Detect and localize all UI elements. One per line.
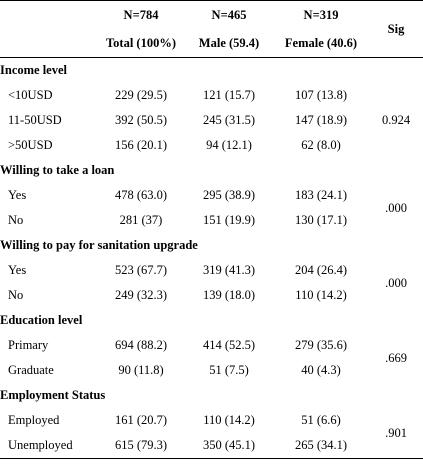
cell-total: 249 (32.3): [114, 288, 168, 302]
cell-total: 478 (63.0): [114, 188, 168, 202]
group-header-row: Willing to pay for sanitation upgrade: [0, 233, 423, 258]
table-row: No 249 (32.3) 139 (18.0) 110 (14.2): [0, 283, 423, 308]
cell-total: 694 (88.2): [114, 338, 168, 352]
header-n-male: N=465: [185, 0, 273, 30]
cell-total: 90 (11.8): [118, 363, 164, 377]
cell-total: 281 (37): [119, 213, 163, 227]
row-label: Yes: [8, 263, 27, 277]
group-header-row: Employment Status: [0, 383, 423, 408]
cell-male: 139 (18.0): [202, 288, 256, 302]
group-sig-spacer: [369, 233, 423, 258]
cell-male: 414 (52.5): [202, 338, 256, 352]
cell-total: 161 (20.7): [114, 413, 168, 427]
group-header-row: Willing to take a loan: [0, 158, 423, 183]
group-title: Willing to pay for sanitation upgrade: [0, 238, 198, 252]
cell-male: 110 (14.2): [203, 413, 255, 427]
cell-male: 151 (19.9): [202, 213, 256, 227]
cell-female: 265 (34.1): [273, 433, 369, 459]
cell-sig: .000: [385, 200, 407, 215]
row-label: Unemployed: [0, 433, 97, 459]
cell-female: 183 (24.1): [294, 188, 348, 202]
table-row: Yes 478 (63.0) 295 (38.9) 183 (24.1) .00…: [0, 183, 423, 215]
cell-total: 615 (79.3): [97, 433, 185, 459]
group-sig-spacer: [369, 308, 423, 333]
row-label: <10USD: [8, 88, 53, 102]
row-label: No: [8, 213, 24, 227]
cell-male: 121 (15.7): [202, 88, 256, 102]
cell-male: 350 (45.1): [185, 433, 273, 459]
cell-female: 204 (26.4): [294, 263, 348, 277]
cell-sig: 0.924: [381, 113, 411, 127]
header-col-male: Male (59.4): [185, 30, 273, 58]
header-empty-cell: [0, 0, 97, 30]
cell-female: 107 (13.8): [294, 88, 348, 102]
table-row: Primary 694 (88.2) 414 (52.5) 279 (35.6)…: [0, 333, 423, 365]
table-row: <10USD 229 (29.5) 121 (15.7) 107 (13.8) …: [0, 83, 423, 127]
cell-female: 110 (14.2): [295, 288, 347, 302]
group-sig-spacer: [369, 58, 423, 84]
header-n-total: N=784: [97, 0, 185, 30]
table-row: Unemployed 615 (79.3) 350 (45.1) 265 (34…: [0, 433, 423, 459]
group-sig-spacer: [369, 158, 423, 183]
cell-male: 51 (7.5): [209, 363, 249, 377]
table-row: Employed 161 (20.7) 110 (14.2) 51 (6.6) …: [0, 408, 423, 459]
row-label: >50USD: [8, 138, 53, 152]
cell-male: 94 (12.1): [206, 138, 252, 152]
group-header-row: Income level: [0, 58, 423, 84]
cell-sig: .901: [369, 408, 423, 459]
table-row: Yes 523 (67.7) 319 (41.3) 204 (26.4) .00…: [0, 258, 423, 290]
table-row: Graduate 90 (11.8) 51 (7.5) 40 (4.3): [0, 358, 423, 383]
header-col-total: Total (100%): [97, 30, 185, 58]
header-col-female: Female (40.6): [273, 30, 369, 58]
cell-total: 229 (29.5): [114, 88, 168, 102]
cell-female: 130 (17.1): [294, 213, 348, 227]
row-label: 11-50USD: [8, 113, 62, 127]
cell-total: 392 (50.5): [114, 113, 168, 127]
table-row: 11-50USD 392 (50.5) 245 (31.5) 147 (18.9…: [0, 108, 423, 133]
cell-sig: .000: [385, 275, 407, 290]
cell-female: 62 (8.0): [301, 138, 341, 152]
row-label: No: [8, 288, 24, 302]
cell-female: 279 (35.6): [294, 338, 348, 352]
cell-total: 523 (67.7): [114, 263, 168, 277]
cell-total: 156 (20.1): [114, 138, 168, 152]
group-sig-spacer: [369, 383, 423, 408]
cell-male: 245 (31.5): [202, 113, 256, 127]
header-row-n: N=784 N=465 N=319 Sig: [0, 0, 423, 58]
row-label: Graduate: [8, 363, 54, 377]
table-body: Income level <10USD 229 (29.5) 121 (15.7…: [0, 58, 423, 459]
cell-male: 295 (38.9): [202, 188, 256, 202]
cell-female: 51 (6.6): [301, 413, 341, 427]
group-title: Education level: [0, 313, 83, 327]
cell-female: 40 (4.3): [301, 363, 341, 377]
header-sig: Sig: [369, 0, 423, 58]
row-label: Yes: [8, 188, 27, 202]
group-title: Income level: [0, 63, 67, 77]
header-empty-cell-2: [0, 30, 97, 58]
group-header-row: Education level: [0, 308, 423, 333]
table-row: >50USD 156 (20.1) 94 (12.1) 62 (8.0): [0, 133, 423, 158]
cell-female: 147 (18.9): [294, 113, 348, 127]
row-label: Employed: [8, 413, 60, 427]
group-title: Willing to take a loan: [0, 163, 115, 177]
group-title: Employment Status: [0, 388, 106, 402]
row-label: Primary: [8, 338, 49, 352]
cell-sig: .669: [385, 350, 407, 365]
header-n-female: N=319: [273, 0, 369, 30]
table-row: No 281 (37) 151 (19.9) 130 (17.1): [0, 208, 423, 233]
header-row-columns: Total (100%) Male (59.4) Female (40.6): [0, 30, 423, 58]
cell-male: 319 (41.3): [202, 263, 256, 277]
